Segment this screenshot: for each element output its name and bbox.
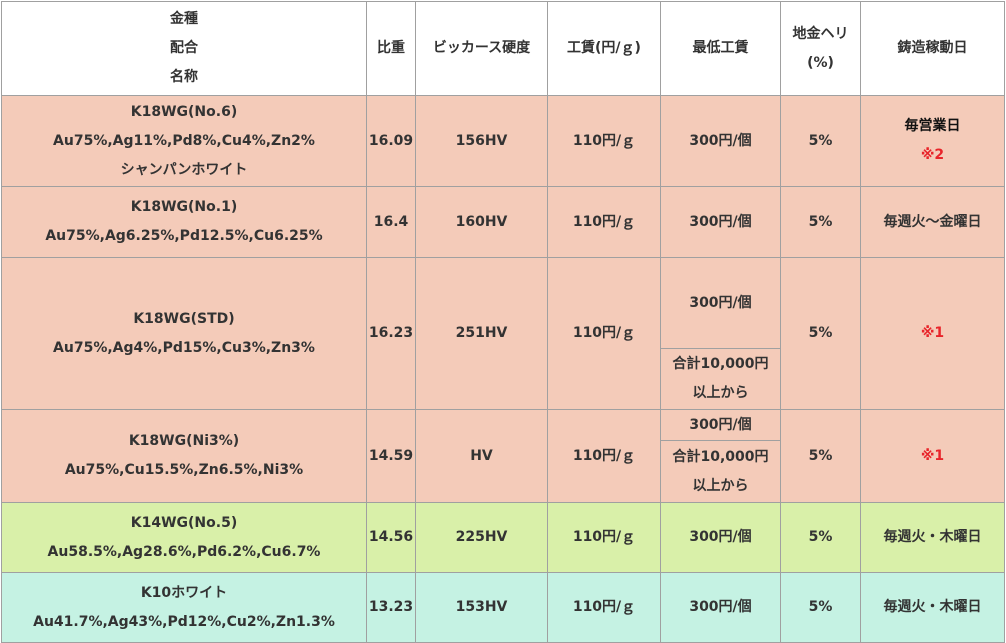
name-line: シャンパンホワイト: [120, 161, 248, 178]
days-line: 毎営業日: [904, 118, 961, 134]
min-wage-line: 以上から: [692, 385, 749, 401]
days-cell: 毎週火・木曜日: [860, 502, 1005, 573]
name-cell: K18WG(Ni3%) Au75%,Cu15.5%,Zn6.5%,Ni3%: [1, 409, 367, 503]
min-wage-cell: 300円/個 合計10,000円 以上から: [660, 409, 781, 503]
gravity-cell: 16.09: [366, 95, 416, 187]
min-wage-split: 300円/個 合計10,000円 以上から: [661, 410, 780, 502]
gravity-cell: 14.59: [366, 409, 416, 503]
header-cell: 最低工賃: [660, 1, 781, 96]
days-line: 毎週火～金曜日: [883, 213, 982, 230]
days-line: ※2: [920, 147, 945, 163]
header-cell: 工賃(円/ｇ): [547, 1, 661, 96]
min-wage-line: 合計10,000円: [672, 448, 769, 465]
min-wage-bottom: 合計10,000円 以上から: [661, 348, 780, 409]
min-wage-cell: 300円/個: [660, 186, 781, 258]
days-cell: ※1: [860, 257, 1005, 410]
hardness-cell: HV: [415, 409, 548, 503]
name-line: Au75%,Ag4%,Pd15%,Cu3%,Zn3%: [53, 339, 315, 356]
loss-cell: 5%: [780, 502, 861, 573]
min-wage-line: 300円/個: [689, 529, 752, 545]
min-wage-cell: 300円/個合計10,000円 以上から: [660, 257, 781, 410]
min-wage-line: 300円/個: [689, 294, 752, 311]
table-row: K14WG(No.5) Au58.5%,Ag28.6%,Pd6.2%,Cu6.7%…: [1, 502, 1005, 573]
loss-cell: 5%: [780, 95, 861, 187]
min-wage-line: 300円/個: [689, 132, 752, 149]
loss-cell: 5%: [780, 186, 861, 258]
min-wage-split: 300円/個合計10,000円 以上から: [661, 258, 780, 409]
days-cell: ※1: [860, 409, 1005, 503]
name-line: K18WG(Ni3%): [128, 433, 240, 449]
name-line: Au75%,Ag6.25%,Pd12.5%,Cu6.25%: [45, 228, 323, 244]
table-row: K18WG(No.6) Au75%,Ag11%,Pd8%,Cu4%,Zn2% シャン…: [1, 95, 1005, 187]
min-wage-cell: 300円/個: [660, 502, 781, 573]
min-wage-line: 合計10,000円: [672, 356, 769, 372]
name-cell: K18WG(No.6) Au75%,Ag11%,Pd8%,Cu4%,Zn2% シャン…: [1, 95, 367, 187]
min-wage-cell: 300円/個: [660, 95, 781, 187]
loss-cell: 5%: [780, 257, 861, 410]
name-line: K18WG(No.6): [130, 103, 238, 120]
wage-cell: 110円/ｇ: [547, 95, 661, 187]
days-cell: 毎営業日 ※2: [860, 95, 1005, 187]
hardness-cell: 160HV: [415, 186, 548, 258]
name-line: K18WG(STD): [133, 310, 235, 327]
name-cell: K10ホワイト Au41.7%,Ag43%,Pd12%,Cu2%,Zn1.3%: [1, 572, 367, 643]
header-line: 金種: [170, 11, 198, 27]
name-cell: K14WG(No.5) Au58.5%,Ag28.6%,Pd6.2%,Cu6.7%: [1, 502, 367, 573]
days-line: ※1: [920, 447, 945, 464]
days-cell: 毎週火～金曜日: [860, 186, 1005, 258]
loss-cell: 5%: [780, 409, 861, 503]
header-cell: 比重: [366, 1, 416, 96]
wage-cell: 110円/ｇ: [547, 572, 661, 643]
header-line: 配合: [170, 40, 198, 56]
name-line: K10ホワイト: [140, 584, 228, 601]
wage-cell: 110円/ｇ: [547, 257, 661, 410]
header-cell: 地金ヘリ (%): [780, 1, 861, 96]
header-row: 金種 配合 名称 比重 ビッカース硬度 工賃(円/ｇ) 最低工賃 地金ヘリ (%) 鋳造稼動日: [1, 1, 1005, 96]
name-line: Au41.7%,Ag43%,Pd12%,Cu2%,Zn1.3%: [33, 613, 335, 630]
header-line: (%): [807, 54, 834, 71]
gravity-cell: 13.23: [366, 572, 416, 643]
header-cell: ビッカース硬度: [415, 1, 548, 96]
wage-cell: 110円/ｇ: [547, 186, 661, 258]
hardness-cell: 251HV: [415, 257, 548, 410]
header-cell: 鋳造稼動日: [860, 1, 1005, 96]
table-row: K10ホワイト Au41.7%,Ag43%,Pd12%,Cu2%,Zn1.3% 13…: [1, 572, 1005, 643]
min-wage-top: 300円/個: [661, 410, 780, 440]
name-line: K14WG(No.5): [130, 514, 238, 531]
header-line: 地金ヘリ: [792, 25, 849, 42]
min-wage-bottom: 合計10,000円 以上から: [661, 440, 780, 502]
table-row: K18WG(No.1) Au75%,Ag6.25%,Pd12.5%,Cu6.25%…: [1, 186, 1005, 258]
days-line: ※1: [920, 325, 945, 341]
name-line: Au75%,Cu15.5%,Zn6.5%,Ni3%: [64, 462, 304, 478]
name-line: Au75%,Ag11%,Pd8%,Cu4%,Zn2%: [53, 132, 315, 149]
wage-cell: 110円/ｇ: [547, 502, 661, 573]
name-cell: K18WG(STD) Au75%,Ag4%,Pd15%,Cu3%,Zn3%: [1, 257, 367, 410]
wage-cell: 110円/ｇ: [547, 409, 661, 503]
table-row: K18WG(Ni3%) Au75%,Cu15.5%,Zn6.5%,Ni3% 14.5…: [1, 409, 1005, 503]
gravity-cell: 14.56: [366, 502, 416, 573]
header-cell: 金種 配合 名称: [1, 1, 367, 96]
min-wage-top: 300円/個: [661, 258, 780, 348]
gravity-cell: 16.4: [366, 186, 416, 258]
name-line: Au58.5%,Ag28.6%,Pd6.2%,Cu6.7%: [47, 543, 321, 560]
min-wage-line: 300円/個: [689, 213, 752, 230]
name-cell: K18WG(No.1) Au75%,Ag6.25%,Pd12.5%,Cu6.25%: [1, 186, 367, 258]
min-wage-line: 300円/個: [689, 416, 752, 433]
days-line: 毎週火・木曜日: [883, 529, 982, 545]
hardness-cell: 156HV: [415, 95, 548, 187]
days-line: 毎週火・木曜日: [883, 599, 982, 615]
min-wage-line: 300円/個: [689, 599, 752, 615]
hardness-cell: 225HV: [415, 502, 548, 573]
days-cell: 毎週火・木曜日: [860, 572, 1005, 643]
min-wage-cell: 300円/個: [660, 572, 781, 643]
header-line: 名称: [170, 69, 198, 85]
loss-cell: 5%: [780, 572, 861, 643]
min-wage-line: 以上から: [692, 477, 749, 494]
gravity-cell: 16.23: [366, 257, 416, 410]
hardness-cell: 153HV: [415, 572, 548, 643]
table-row: K18WG(STD) Au75%,Ag4%,Pd15%,Cu3%,Zn3% 16.2…: [1, 257, 1005, 410]
name-line: K18WG(No.1): [130, 199, 238, 215]
